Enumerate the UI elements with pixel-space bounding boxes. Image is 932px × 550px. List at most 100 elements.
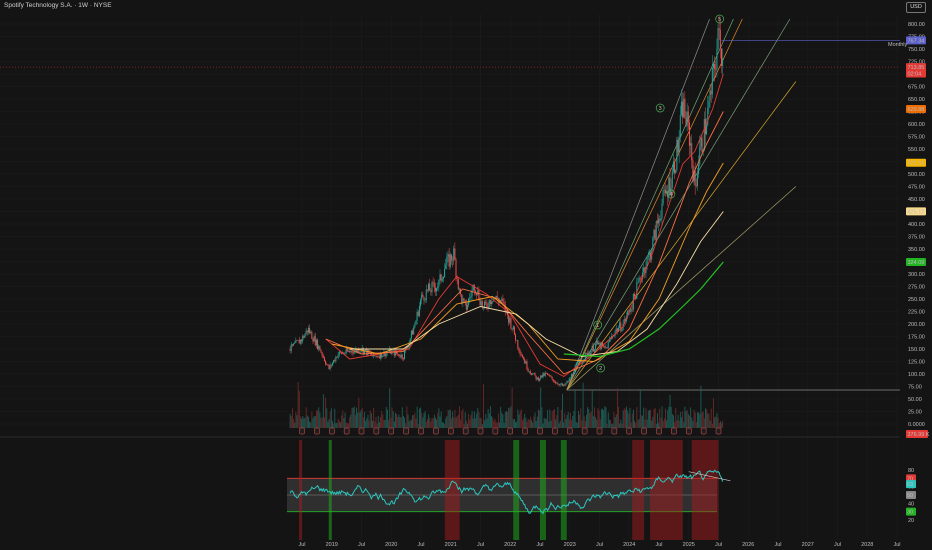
price-tick: 250.00 — [908, 297, 925, 303]
candle — [448, 247, 450, 270]
volume-bar — [376, 423, 378, 428]
volume-bar — [640, 415, 642, 428]
candle — [630, 307, 632, 315]
candle-body — [290, 344, 292, 351]
candle — [557, 381, 559, 386]
volume-bar — [358, 397, 360, 428]
earnings-marker-box — [656, 427, 662, 435]
candle — [661, 199, 663, 227]
price-label-box — [906, 63, 926, 72]
volume-bar — [509, 408, 511, 428]
candle — [592, 343, 594, 352]
wave-circle — [715, 14, 725, 24]
currency-button[interactable]: USD — [906, 2, 926, 13]
volume-bar — [289, 413, 291, 428]
volume-bar — [310, 422, 312, 428]
volume-bar — [606, 423, 608, 428]
volume-bar — [642, 415, 644, 428]
volume-bar — [425, 421, 427, 428]
candle-body — [598, 343, 600, 345]
volume-bar — [455, 417, 457, 428]
candle — [470, 291, 472, 302]
candle-body — [572, 374, 574, 376]
earnings-marker-box — [477, 427, 484, 435]
candle-body — [375, 355, 377, 357]
candle-body — [529, 371, 531, 374]
candle-body — [545, 372, 547, 374]
candle-body — [426, 289, 428, 291]
earnings-marker-box — [314, 427, 320, 435]
candle — [449, 252, 451, 269]
candle-body — [600, 343, 602, 349]
candle-body — [433, 282, 435, 288]
candle-body — [457, 278, 459, 290]
candle — [489, 299, 491, 307]
candle-body — [495, 295, 497, 298]
candle — [658, 214, 660, 232]
candle — [667, 184, 669, 206]
candle — [335, 355, 337, 364]
candle — [294, 340, 296, 344]
candle-body — [656, 220, 658, 224]
candle-body — [343, 352, 345, 354]
volume-bar — [654, 407, 656, 428]
candle — [509, 315, 511, 325]
candle-body — [653, 229, 655, 238]
volume-bar — [493, 421, 495, 428]
volume-bar — [665, 408, 666, 428]
volume-bar — [715, 416, 717, 428]
candle-body — [574, 366, 576, 374]
volume-bar — [311, 411, 313, 428]
candle — [515, 332, 517, 344]
candle-body — [449, 254, 451, 267]
candle — [479, 297, 481, 306]
candle — [350, 350, 352, 354]
candle-body — [675, 169, 677, 174]
candle-body — [430, 290, 432, 293]
volume-bar — [586, 414, 587, 428]
candle-body — [371, 355, 373, 357]
wave-label-2: 2 — [596, 363, 606, 373]
candle — [598, 341, 600, 345]
fan-line-0 — [566, 18, 710, 391]
candle-body — [706, 125, 708, 135]
wave-label-1: 1 — [593, 320, 603, 330]
candle — [321, 351, 323, 359]
candle-body — [603, 345, 605, 347]
volume-bar — [647, 410, 649, 428]
price-label: 629.88 — [906, 105, 926, 114]
candle-body — [314, 336, 316, 346]
price-label-text: 02:04 — [908, 72, 922, 78]
candle-body — [566, 381, 568, 384]
candle-body — [583, 359, 585, 361]
candle-body — [297, 339, 299, 341]
candle — [334, 358, 336, 363]
candle — [317, 338, 319, 351]
volume-bar — [693, 409, 695, 428]
time-tick: 2023 — [564, 542, 576, 548]
candle — [320, 348, 322, 354]
volume-bar — [451, 418, 452, 428]
candle — [706, 118, 708, 136]
volume-bar — [639, 388, 641, 428]
candle — [413, 325, 415, 335]
volume-bar — [345, 422, 347, 428]
volume-bar — [597, 408, 599, 428]
volume-bar — [559, 420, 561, 428]
candle-body — [410, 330, 412, 339]
volume-bar — [491, 416, 492, 428]
candle — [337, 351, 339, 360]
price-label-box — [906, 36, 926, 45]
volume-bar — [497, 413, 499, 428]
wave-label-4: 4 — [666, 189, 676, 199]
candle — [699, 135, 701, 167]
volume-bar — [535, 420, 537, 428]
candle — [675, 169, 677, 175]
candle-body — [312, 338, 314, 342]
candle — [422, 291, 424, 298]
candle — [349, 349, 351, 354]
time-tick: 2025 — [683, 542, 695, 548]
time-tick: Jul — [774, 542, 781, 548]
candle-body — [533, 373, 535, 374]
